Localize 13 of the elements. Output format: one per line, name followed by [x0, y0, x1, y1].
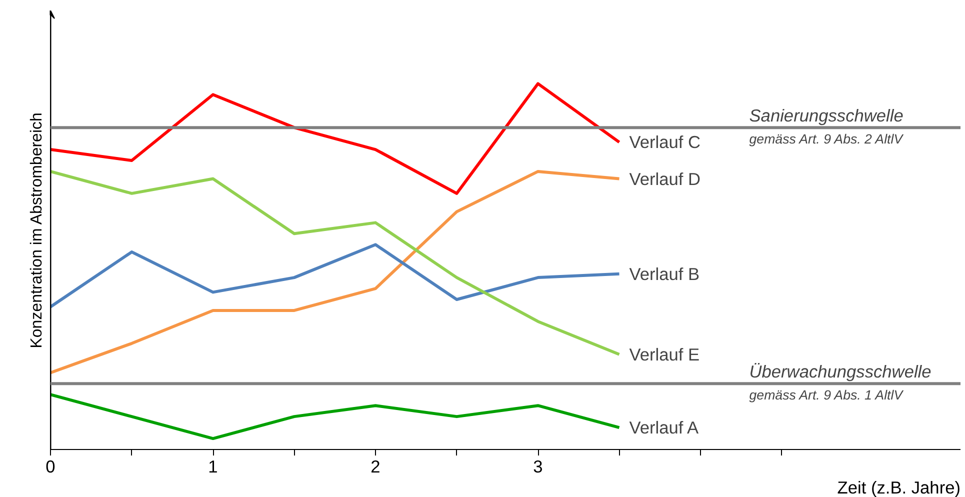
series-label: Verlauf B: [629, 264, 700, 284]
y-axis-title: Konzentration im Abstrombereich: [28, 112, 46, 348]
x-tick-label: 0: [46, 456, 56, 476]
x-tick-label: 2: [370, 456, 380, 476]
x-tick-label: 3: [533, 456, 543, 476]
series-label: Verlauf A: [629, 418, 700, 438]
ref-line-label: Sanierungsschwelle gemäss Art. 9 Abs. 2 AltlV: [749, 106, 904, 147]
series-label: Verlauf D: [629, 168, 701, 189]
x-axis-title: Zeit (z.B. Jahre): [837, 478, 961, 497]
series-label: Verlauf C: [629, 132, 701, 152]
x-tick-label: 1: [208, 456, 218, 476]
series-label: Verlauf E: [629, 344, 700, 364]
ref-line-label: Überwachungsschwelle gemäss Art. 9 Abs. 1 AltlV: [749, 362, 932, 403]
